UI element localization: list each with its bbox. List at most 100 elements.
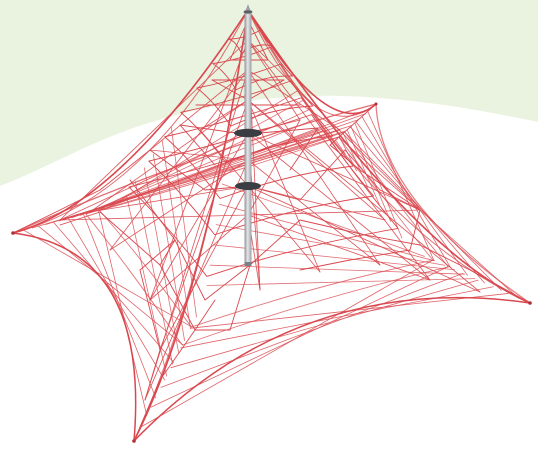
rope-strand <box>159 264 196 331</box>
rope-strand <box>72 119 359 218</box>
rope-strand <box>88 109 310 214</box>
rope-strand <box>12 209 61 234</box>
rope-strand <box>199 129 249 187</box>
rope-strand <box>38 225 183 345</box>
rope-strand <box>289 127 319 171</box>
rope-strand <box>180 286 494 349</box>
rope-strand <box>59 211 101 226</box>
rope-strand <box>247 185 321 273</box>
rope-strand <box>299 219 366 236</box>
rope-strand <box>139 269 151 311</box>
rope-strand <box>247 185 481 293</box>
rope-strand <box>149 149 206 191</box>
rope-strand <box>159 329 196 381</box>
rope-strand <box>190 293 509 329</box>
rope-strand <box>152 153 185 342</box>
rope-strand <box>419 244 471 271</box>
rope-strand <box>89 99 249 213</box>
rope-strand <box>409 209 421 251</box>
anchor-back <box>374 102 378 106</box>
rope-strand <box>379 189 421 211</box>
rope-strand <box>149 309 161 351</box>
rope-strand <box>215 224 445 266</box>
anchor-left <box>11 231 15 235</box>
rope-strand <box>338 136 519 299</box>
rope-strand <box>247 79 285 101</box>
rope-strand <box>299 149 346 201</box>
anchor-right <box>528 301 532 305</box>
rope-strand <box>194 299 216 331</box>
rope-strand <box>59 189 101 211</box>
rope-strand <box>12 9 249 234</box>
rope-strand <box>247 99 386 221</box>
rope-strand <box>342 132 369 188</box>
rope-strand <box>109 69 249 251</box>
rope-strand <box>59 39 249 221</box>
rope-strand <box>12 232 137 442</box>
rope-strand <box>23 229 192 328</box>
rope-strand <box>99 211 161 266</box>
rope-strand <box>349 249 411 261</box>
rope-strand <box>109 159 249 251</box>
rope-strand <box>159 99 249 351</box>
rope-strand <box>218 203 435 262</box>
rope-strand <box>164 97 354 199</box>
rope-strand <box>68 218 166 381</box>
rope-strand <box>61 137 327 221</box>
rope-strand <box>89 185 249 213</box>
rope-strand <box>354 122 403 239</box>
rope-strand <box>70 128 321 219</box>
rope-strand <box>247 9 531 304</box>
rope-strand <box>150 266 449 408</box>
rope-strand <box>161 140 191 330</box>
rope-strand <box>344 131 502 291</box>
rope-strand <box>79 118 315 216</box>
mast-clamp-upper <box>234 128 262 138</box>
rope-strand <box>349 126 485 284</box>
rope-strand <box>329 103 377 146</box>
rope-strand <box>134 181 174 365</box>
rope-strand <box>99 107 372 211</box>
rope-strand <box>126 194 168 377</box>
rope-strand <box>174 239 206 301</box>
rope-strand <box>249 219 301 266</box>
rope-strand <box>85 113 366 215</box>
rope-strand <box>206 278 476 286</box>
rope-net <box>12 9 531 442</box>
rope-strand <box>139 239 176 271</box>
rope-strand <box>247 99 321 273</box>
rope-strand <box>129 179 176 241</box>
rope-strand <box>133 379 161 442</box>
rope-strand <box>179 124 237 134</box>
rope-strand <box>149 69 249 151</box>
rope-strand <box>212 244 456 271</box>
rope-strand <box>247 185 386 221</box>
rope-strand <box>12 103 377 234</box>
rope-strand <box>170 126 197 318</box>
anchor-front <box>132 439 136 443</box>
rope-strand <box>344 149 381 191</box>
rope-strand <box>159 185 249 351</box>
rope-strand <box>259 127 319 134</box>
rope-strand <box>179 124 216 166</box>
rope-strand <box>143 167 179 353</box>
rope-strand <box>140 259 434 428</box>
rope-strand <box>211 79 249 101</box>
rope-strand <box>329 144 361 171</box>
rope-strand <box>99 149 151 191</box>
rope-strand <box>247 119 301 216</box>
rope-strand <box>247 129 341 161</box>
rope-strand <box>229 264 251 331</box>
rope-strand <box>149 149 249 161</box>
mast-clamp-lower <box>235 182 261 190</box>
rope-strand <box>160 273 464 388</box>
background-green-band <box>0 0 538 186</box>
rope-strand <box>209 264 466 275</box>
rope-strand <box>247 159 381 266</box>
central-mast <box>244 4 252 266</box>
rope-strand <box>59 214 249 221</box>
rope-strand <box>59 132 249 221</box>
rope-strand <box>469 269 531 304</box>
rope-strand <box>364 234 421 246</box>
